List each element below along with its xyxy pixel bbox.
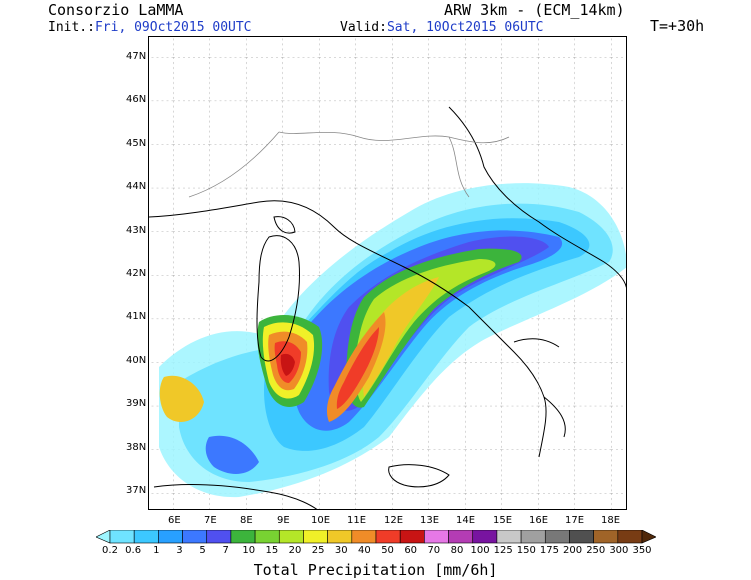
lat-tick: 47N [126, 51, 147, 62]
colorbar-label: 150 [516, 545, 536, 556]
colorbar-segment [399, 530, 425, 544]
colorbar-label: 70 [427, 545, 441, 556]
lead-time: T=+30h [650, 17, 705, 35]
colorbar-label: 1 [153, 545, 160, 556]
colorbar-segment [254, 530, 280, 544]
lon-tick: 7E [204, 515, 217, 526]
colorbar-segment [424, 530, 449, 544]
country-borders [188, 131, 510, 198]
lon-tick: 9E [277, 515, 290, 526]
colorbar-label: 20 [288, 545, 302, 556]
lat-tick: 44N [126, 181, 147, 192]
colorbar-label: 0.2 [102, 545, 118, 556]
colorbar-label: 100 [470, 545, 490, 556]
lat-tick: 46N [126, 94, 147, 105]
colorbar-label: 15 [265, 545, 279, 556]
colorbar-segment [206, 530, 232, 544]
colorbar-segment [158, 530, 183, 544]
colorbar-segment [351, 530, 377, 544]
colorbar-segment [617, 530, 643, 544]
colorbar-segment [375, 530, 401, 544]
colorbar-label: 80 [450, 545, 464, 556]
map-canvas [149, 37, 626, 509]
colorbar-label: 350 [632, 545, 652, 556]
colorbar-segment [109, 530, 135, 544]
colorbar-segment [448, 530, 474, 544]
lon-tick: 10E [311, 515, 331, 526]
colorbar-label: 10 [242, 545, 256, 556]
lon-tick: 13E [420, 515, 440, 526]
colorbar-label: 200 [563, 545, 583, 556]
lat-tick: 42N [126, 268, 147, 279]
colorbar-label: 3 [176, 545, 183, 556]
colorbar-end-low [96, 530, 111, 544]
colorbar-label: 60 [404, 545, 418, 556]
init-label: Init.: [48, 20, 95, 35]
valid-line: Valid:Sat, 10Oct2015 06UTC [340, 20, 544, 36]
colorbar-segment [133, 530, 159, 544]
colorbar-segment [593, 530, 619, 544]
colorbar-segment [544, 530, 570, 544]
lat-tick: 37N [126, 485, 147, 496]
colorbar-segment [278, 530, 304, 544]
lat-tick: 41N [126, 311, 147, 322]
colorbar-segment [327, 530, 353, 544]
colorbar-label: 300 [609, 545, 629, 556]
colorbar-label: 5 [199, 545, 206, 556]
lat-tick: 40N [126, 355, 147, 366]
lon-tick: 14E [456, 515, 476, 526]
lon-tick: 11E [347, 515, 367, 526]
colorbar-label: 40 [358, 545, 371, 556]
lon-tick: 15E [493, 515, 513, 526]
colorbar-segment [472, 530, 498, 544]
colorbar-label: 0.6 [125, 545, 142, 556]
colorbar-title: Total Precipitation [mm/6h] [253, 561, 498, 579]
lon-tick: 18E [601, 515, 621, 526]
lat-tick: 38N [126, 442, 147, 453]
colorbar-segment [569, 530, 594, 544]
lat-tick: 39N [126, 398, 147, 409]
colorbar-end-high [641, 530, 656, 544]
colorbar-label: 125 [493, 545, 513, 556]
lon-tick: 8E [240, 515, 253, 526]
model-title: ARW 3km - (ECM_14km) [444, 1, 625, 19]
colorbar-label: 7 [222, 545, 229, 556]
lon-tick: 6E [168, 515, 181, 526]
valid-value: Sat, 10Oct2015 06UTC [386, 20, 544, 35]
colorbar-label: 250 [586, 545, 606, 556]
colorbar-segment [182, 530, 208, 544]
lat-tick: 43N [126, 225, 147, 236]
precip-field [159, 183, 626, 498]
colorbar-label: 30 [334, 545, 348, 556]
colorbar-segment [303, 530, 328, 544]
colorbar-label: 50 [381, 545, 394, 556]
org-title: Consorzio LaMMA [48, 1, 184, 19]
colorbar-label: 25 [311, 545, 325, 556]
lon-tick: 12E [384, 515, 404, 526]
precipitation-map [148, 36, 627, 510]
lat-tick: 45N [126, 138, 147, 149]
colorbar-segment [496, 530, 522, 544]
lon-tick: 17E [565, 515, 585, 526]
colorbar [96, 530, 656, 544]
colorbar-segment [520, 530, 546, 544]
init-value: Fri, 09Oct2015 00UTC [94, 20, 252, 35]
init-line: Init.:Fri, 09Oct2015 00UTC [48, 20, 252, 36]
lon-tick: 16E [529, 515, 549, 526]
coastlines [149, 106, 626, 509]
valid-label: Valid: [340, 20, 387, 35]
colorbar-label: 175 [539, 545, 560, 556]
colorbar-segment [230, 530, 256, 544]
